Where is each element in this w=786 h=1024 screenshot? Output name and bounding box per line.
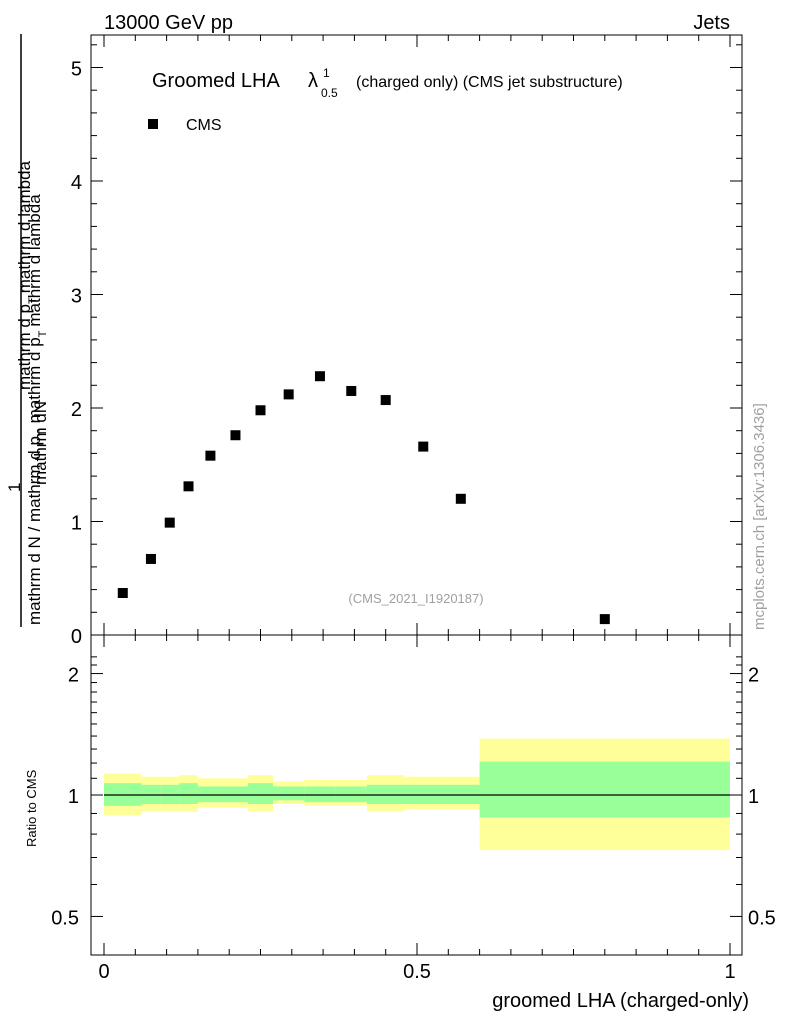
data-point — [380, 395, 391, 406]
title-superscript: 1 — [323, 66, 330, 80]
x-axis-label: groomed LHA (charged-only) — [492, 990, 749, 1012]
title-symbol: λ — [308, 70, 318, 92]
data-point — [346, 385, 357, 396]
ratio-y-label: Ratio to CMS — [24, 769, 39, 847]
ratio-axes: 0.5 0.5 1 1 2 2 0 0.5 1 — [51, 635, 776, 983]
inner-band-bin — [479, 761, 730, 818]
y-tick-label: 3 — [71, 286, 82, 308]
data-point — [145, 553, 156, 564]
y-tick-label: 4 — [71, 172, 82, 194]
x-tick-label: 1 — [724, 961, 735, 983]
y-tick-label: 1 — [71, 513, 82, 535]
x-tick-label: 0.5 — [403, 961, 431, 983]
y-axis-label: mathrm dN mathrm d pTmathrm d lambda 1 — [5, 160, 50, 492]
legend-marker-cms — [148, 119, 158, 129]
inner-band-bin — [179, 783, 198, 804]
x-tick-label: 0 — [98, 961, 109, 983]
inner-band-bin — [141, 784, 161, 804]
y-label-one: 1 — [5, 483, 24, 492]
ratio-uncertainty-bands — [104, 738, 730, 851]
inner-band-bin — [366, 784, 405, 804]
ratio-plot-frame — [90, 634, 743, 956]
energy-label: 13000 GeV pp — [104, 12, 233, 34]
data-point — [599, 614, 610, 625]
inner-band-bin — [222, 786, 248, 803]
ratio-y-tick-label-right: 1 — [748, 786, 759, 808]
title-rest: (charged only) (CMS jet substructure) — [356, 74, 623, 91]
y-axis-label-denominator: mathrm d N / mathrm d pTmathrm d pTmathr… — [25, 194, 49, 625]
category-label: Jets — [693, 12, 730, 34]
ratio-y-tick-label: 0.5 — [51, 907, 79, 929]
y-tick-label: 2 — [71, 399, 82, 421]
data-point — [164, 517, 175, 528]
data-point — [230, 430, 241, 441]
data-point — [455, 493, 466, 504]
ratio-y-tick-label: 1 — [68, 786, 79, 808]
y-tick-label: 0 — [71, 626, 82, 648]
y-label-denominator: mathrm d N / mathrm d pTmathrm d pTmathr… — [25, 194, 49, 625]
y-tick-label: 5 — [71, 59, 82, 81]
inner-band-bin — [247, 783, 274, 804]
ratio-y-tick-label: 2 — [68, 665, 79, 687]
inner-band-bin — [273, 786, 305, 801]
data-point — [117, 588, 128, 599]
data-point — [314, 371, 325, 382]
data-point — [255, 405, 266, 416]
inner-band-bin — [442, 784, 480, 804]
main-data-points — [117, 371, 610, 625]
inner-band-bin — [304, 786, 336, 803]
inner-band-bin — [160, 784, 180, 804]
side-credit-label: mcplots.cern.ch [arXiv:1306.3436] — [751, 403, 768, 630]
y-label-numerator: mathrm dN — [31, 401, 50, 485]
inner-band-bin — [197, 786, 223, 803]
title-subscript: 0.5 — [321, 86, 338, 100]
data-point — [183, 481, 194, 492]
plot-title: Groomed LHA λ 1 0.5 (charged only) (CMS … — [152, 66, 623, 100]
legend-label-cms: CMS — [186, 117, 222, 134]
legend: CMS — [148, 117, 222, 134]
ratio-y-tick-label-right: 2 — [748, 665, 759, 687]
data-point — [418, 441, 429, 452]
title-main: Groomed LHA — [152, 70, 280, 92]
data-point — [205, 450, 216, 461]
analysis-watermark: (CMS_2021_I1920187) — [348, 591, 483, 606]
data-point — [283, 389, 294, 400]
inner-band-bin — [335, 786, 367, 803]
main-axes: 0 1 2 3 4 5 — [71, 35, 742, 648]
ratio-y-tick-label-right: 0.5 — [748, 907, 776, 929]
y-label-numerator-2: mathrm d pTmathrm d lambda — [15, 160, 39, 390]
inner-band-bin — [404, 784, 443, 804]
